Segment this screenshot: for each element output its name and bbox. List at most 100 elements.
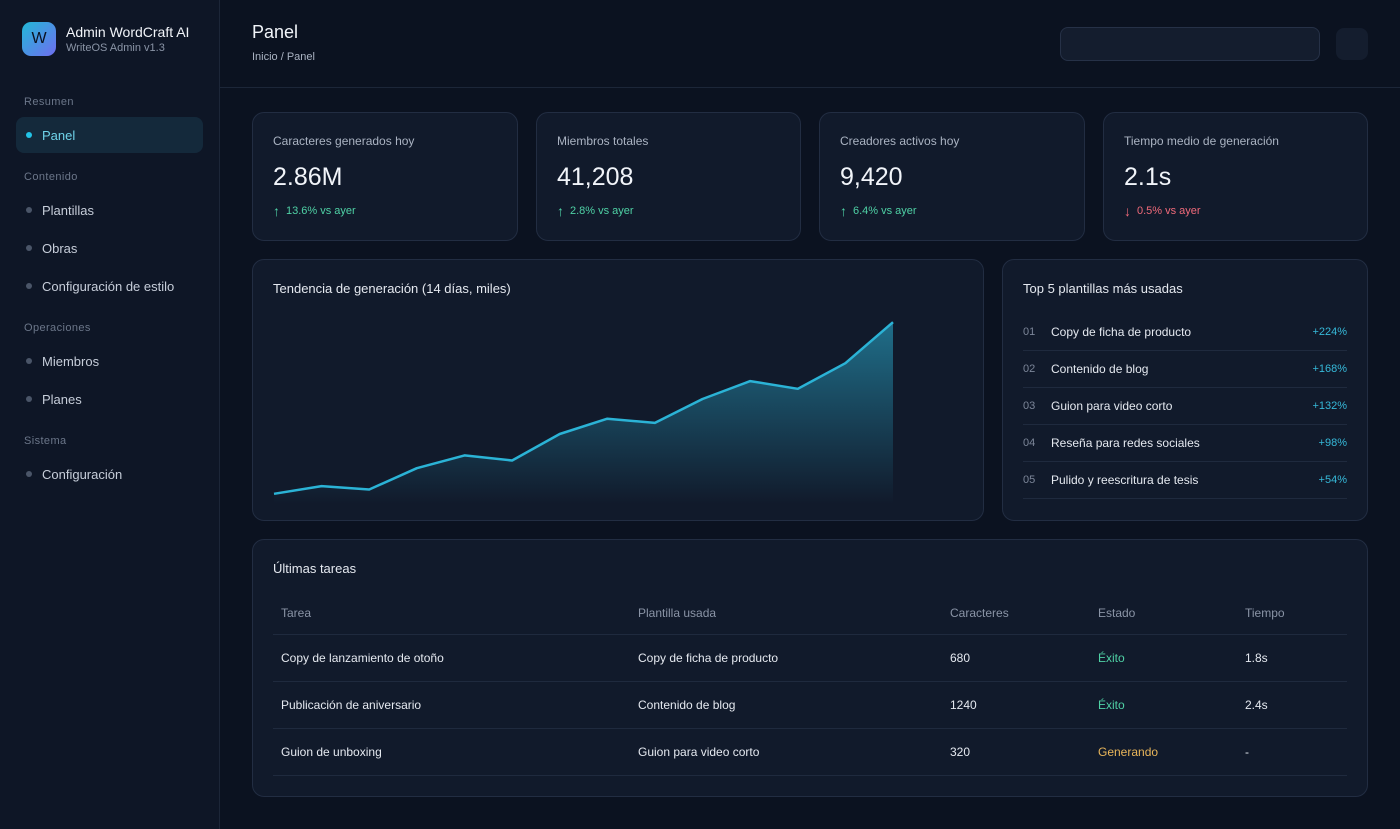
stat-card-avg-time: Tiempo medio de generación 2.1s ↓ 0.5% v…: [1103, 112, 1368, 241]
stat-value: 41,208: [557, 163, 634, 191]
column-header-time: Tiempo: [1245, 605, 1285, 620]
stat-value: 2.86M: [273, 163, 343, 191]
cell-chars: 320: [950, 745, 971, 759]
column-header-chars: Caracteres: [950, 605, 1009, 620]
table-row[interactable]: Copy de lanzamiento de otoño Copy de fic…: [273, 635, 1347, 682]
arrow-up-icon: ↑: [557, 203, 564, 219]
stat-label: Tiempo medio de generación: [1124, 134, 1279, 148]
column-header-template: Plantilla usada: [638, 605, 717, 620]
dot-icon: [26, 132, 32, 138]
cell-time: 1.8s: [1245, 651, 1268, 665]
template-growth: +54%: [1318, 474, 1347, 486]
list-item[interactable]: 02 Contenido de blog +168%: [1023, 351, 1347, 388]
page-header: Panel Inicio / Panel: [220, 0, 1400, 88]
sidebar-item-miembros[interactable]: Miembros: [16, 343, 203, 379]
nav-section-contenido: Contenido: [24, 171, 78, 183]
series-line: [273, 321, 894, 496]
list-item[interactable]: 05 Pulido y reescritura de tesis +54%: [1023, 462, 1347, 499]
sidebar-item-configuracion[interactable]: Configuración: [16, 456, 203, 492]
cell-chars: 680: [950, 651, 971, 665]
cell-template: Contenido de blog: [638, 698, 736, 712]
tasks-card: Últimas tareas Tarea Plantilla usada Car…: [252, 539, 1368, 797]
breadcrumb: Inicio / Panel: [252, 51, 315, 63]
dot-icon: [26, 207, 32, 213]
table-row[interactable]: Guion de unboxing Guion para video corto…: [273, 729, 1347, 776]
cell-template: Guion para video corto: [638, 745, 760, 759]
sidebar-item-label: Configuración: [42, 466, 123, 482]
trend-chart: [273, 321, 894, 504]
brand-logo: W: [22, 22, 56, 56]
arrow-down-icon: ↓: [1124, 203, 1131, 219]
template-rank: 03: [1023, 400, 1036, 412]
page-title: Panel: [252, 22, 299, 42]
sidebar-item-plantillas[interactable]: Plantillas: [16, 192, 203, 228]
nav-section-operaciones: Operaciones: [24, 322, 91, 334]
top-templates-card: Top 5 plantillas más usadas 01 Copy de f…: [1002, 259, 1368, 521]
list-item[interactable]: 01 Copy de ficha de producto +224%: [1023, 314, 1347, 351]
table-header: Tarea Plantilla usada Caracteres Estado …: [273, 591, 1347, 635]
arrow-up-icon: ↑: [273, 203, 280, 219]
cell-time: 2.4s: [1245, 698, 1268, 712]
sidebar-item-label: Configuración de estilo: [42, 278, 175, 294]
arrow-up-icon: ↑: [840, 203, 847, 219]
stat-trend-text: 6.4% vs ayer: [853, 205, 917, 217]
sidebar-item-configuracion-estilo[interactable]: Configuración de estilo: [16, 268, 203, 304]
stat-value: 2.1s: [1124, 163, 1172, 191]
sidebar-item-planes[interactable]: Planes: [16, 381, 203, 417]
list-item[interactable]: 03 Guion para video corto +132%: [1023, 388, 1347, 425]
sidebar-item-label: Miembros: [42, 353, 100, 369]
stat-trend: ↓ 0.5% vs ayer: [1124, 203, 1201, 219]
nav-section-resumen: Resumen: [24, 96, 74, 108]
dot-icon: [26, 283, 32, 289]
sidebar-item-obras[interactable]: Obras: [16, 230, 203, 266]
series-area: [274, 322, 893, 504]
stat-trend-text: 2.8% vs ayer: [570, 205, 634, 217]
cell-time: -: [1245, 745, 1249, 759]
brand-subtitle: WriteOS Admin v1.3: [66, 41, 165, 54]
template-growth: +132%: [1312, 400, 1347, 412]
template-name: Reseña para redes sociales: [1051, 436, 1200, 450]
stat-trend: ↑ 13.6% vs ayer: [273, 203, 356, 219]
dot-icon: [26, 245, 32, 251]
template-name: Guion para video corto: [1051, 399, 1173, 413]
search-input[interactable]: [1060, 27, 1320, 61]
cell-task: Guion de unboxing: [281, 745, 382, 759]
stat-card-characters: Caracteres generados hoy 2.86M ↑ 13.6% v…: [252, 112, 518, 241]
column-header-status: Estado: [1098, 605, 1136, 620]
template-name: Copy de ficha de producto: [1051, 325, 1192, 339]
dot-icon: [26, 358, 32, 364]
template-growth: +168%: [1312, 363, 1347, 375]
template-rank: 01: [1023, 326, 1036, 338]
stat-label: Miembros totales: [557, 134, 649, 148]
stat-trend-text: 13.6% vs ayer: [286, 205, 356, 217]
cell-task: Copy de lanzamiento de otoño: [281, 651, 444, 665]
sidebar-item-panel[interactable]: Panel: [16, 117, 203, 153]
cell-template: Copy de ficha de producto: [638, 651, 779, 665]
nav-section-sistema: Sistema: [24, 435, 67, 447]
template-growth: +224%: [1312, 326, 1347, 338]
status-badge: Éxito: [1098, 698, 1125, 712]
list-item[interactable]: 04 Reseña para redes sociales +98%: [1023, 425, 1347, 462]
column-header-task: Tarea: [281, 605, 312, 620]
sidebar-item-label: Obras: [42, 240, 78, 256]
sidebar: W Admin WordCraft AI WriteOS Admin v1.3 …: [0, 0, 220, 829]
tasks-title: Últimas tareas: [273, 561, 357, 576]
template-name: Contenido de blog: [1051, 362, 1149, 376]
action-button[interactable]: [1336, 28, 1368, 60]
trend-chart-card: Tendencia de generación (14 días, miles): [252, 259, 984, 521]
template-rank: 02: [1023, 363, 1036, 375]
sidebar-item-label: Plantillas: [42, 202, 95, 218]
brand: W Admin WordCraft AI WriteOS Admin v1.3: [22, 22, 189, 56]
dot-icon: [26, 471, 32, 477]
stat-label: Caracteres generados hoy: [273, 134, 415, 148]
stat-value: 9,420: [840, 163, 903, 191]
dot-icon: [26, 396, 32, 402]
template-rank: 05: [1023, 474, 1036, 486]
table-row[interactable]: Publicación de aniversario Contenido de …: [273, 682, 1347, 729]
template-rank: 04: [1023, 437, 1036, 449]
cell-chars: 1240: [950, 698, 977, 712]
template-growth: +98%: [1318, 437, 1347, 449]
brand-name: Admin WordCraft AI: [66, 23, 190, 40]
stat-card-members: Miembros totales 41,208 ↑ 2.8% vs ayer: [536, 112, 801, 241]
stat-trend: ↑ 6.4% vs ayer: [840, 203, 917, 219]
